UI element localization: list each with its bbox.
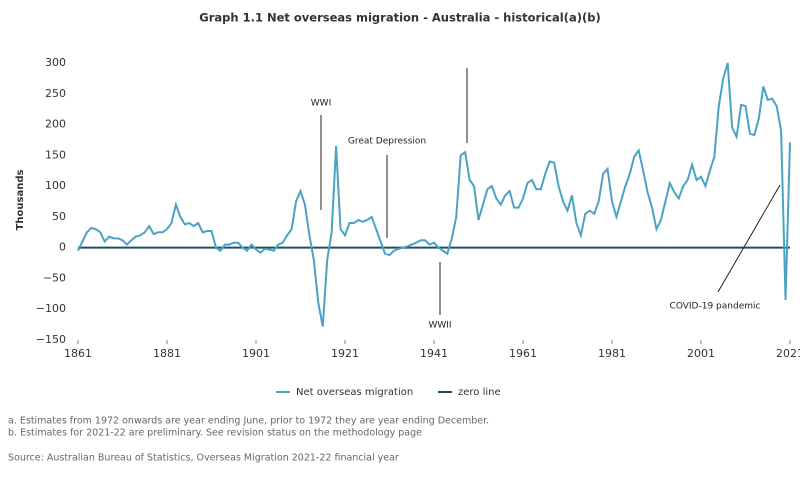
y-tick-label: 50 [52,210,66,223]
source: Source: Australian Bureau of Statistics,… [8,453,399,464]
x-tick-label: 1921 [331,347,359,360]
y-axis-label: Thousands [15,170,26,231]
annotation-line [717,184,781,293]
legend-label: zero line [458,387,501,398]
footnote: a. Estimates from 1972 onwards are year … [8,416,489,427]
y-tick-label: 300 [45,56,66,69]
annotation: Great Depression [348,137,426,147]
x-tick-label: 1861 [64,347,92,360]
x-tick-label: 1981 [598,347,626,360]
y-tick-label: 0 [59,241,66,254]
x-tick-label: 1881 [153,347,181,360]
y-tick-label: −100 [36,302,66,315]
y-tick-label: −150 [36,333,66,346]
chart-title: Graph 1.1 Net overseas migration - Austr… [199,11,600,25]
x-tick-label: 2001 [687,347,715,360]
data-line [77,62,791,327]
x-tick-label: 1961 [509,347,537,360]
y-tick-label: 150 [45,148,66,161]
y-tick-label: 250 [45,87,66,100]
x-tick-label: 2021 [776,347,800,360]
y-tick-label: 200 [45,118,66,131]
x-tick-label: 1901 [242,347,270,360]
y-tick-label: −50 [43,271,66,284]
x-tick-label: 1941 [420,347,448,360]
footnote: b. Estimates for 2021-22 are preliminary… [8,428,422,439]
annotation: WWI [311,99,331,109]
annotation: WWII [428,321,451,331]
annotation: COVID-19 pandemic [670,302,761,312]
legend-label: Net overseas migration [296,387,413,398]
y-tick-label: 100 [45,179,66,192]
